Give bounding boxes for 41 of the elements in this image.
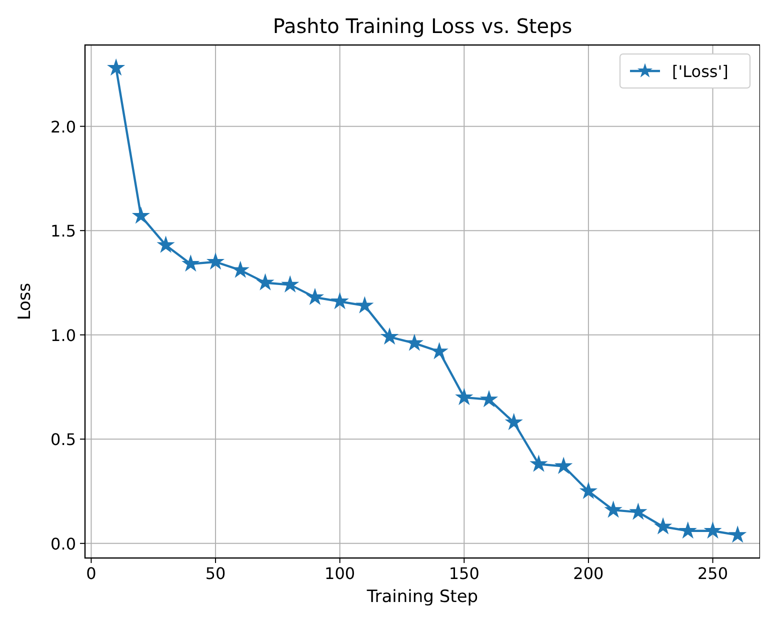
point [580,482,596,498]
x-tick-label: 0 [86,564,96,583]
point [655,518,672,534]
point [506,414,522,430]
point [232,262,248,278]
point [382,328,398,344]
point [431,343,448,358]
x-tick-label: 250 [697,564,728,583]
point [208,253,224,269]
point [530,456,547,472]
point [182,256,199,271]
point [282,276,298,292]
point [630,504,646,520]
x-tick-label: 200 [573,564,604,583]
point [704,522,721,538]
point [158,236,174,252]
x-tick-label: 150 [448,564,480,583]
point [605,502,622,517]
point [356,297,373,313]
y-tick-label: 0.0 [50,534,76,554]
point [132,208,149,223]
point [406,334,422,350]
point [556,458,572,474]
point [306,288,323,304]
point [730,526,746,542]
point [480,391,498,406]
legend-label: ['Loss'] [672,62,728,81]
y-tick-label: 2.0 [50,117,76,136]
x-axis-title: Training Step [366,587,478,607]
x-tick-label: 50 [205,564,226,583]
point [456,389,472,404]
x-tick-label: 100 [324,564,356,583]
y-axis-title: Loss [15,282,35,320]
y-tick-label: 1.0 [50,326,76,345]
y-tick-label: 0.5 [50,430,76,450]
y-tick-label: 1.5 [50,222,76,241]
point [332,293,348,308]
chart-title: Pashto Training Loss vs. Steps [272,14,572,38]
point [108,60,124,75]
point [257,274,274,290]
point [680,522,696,538]
